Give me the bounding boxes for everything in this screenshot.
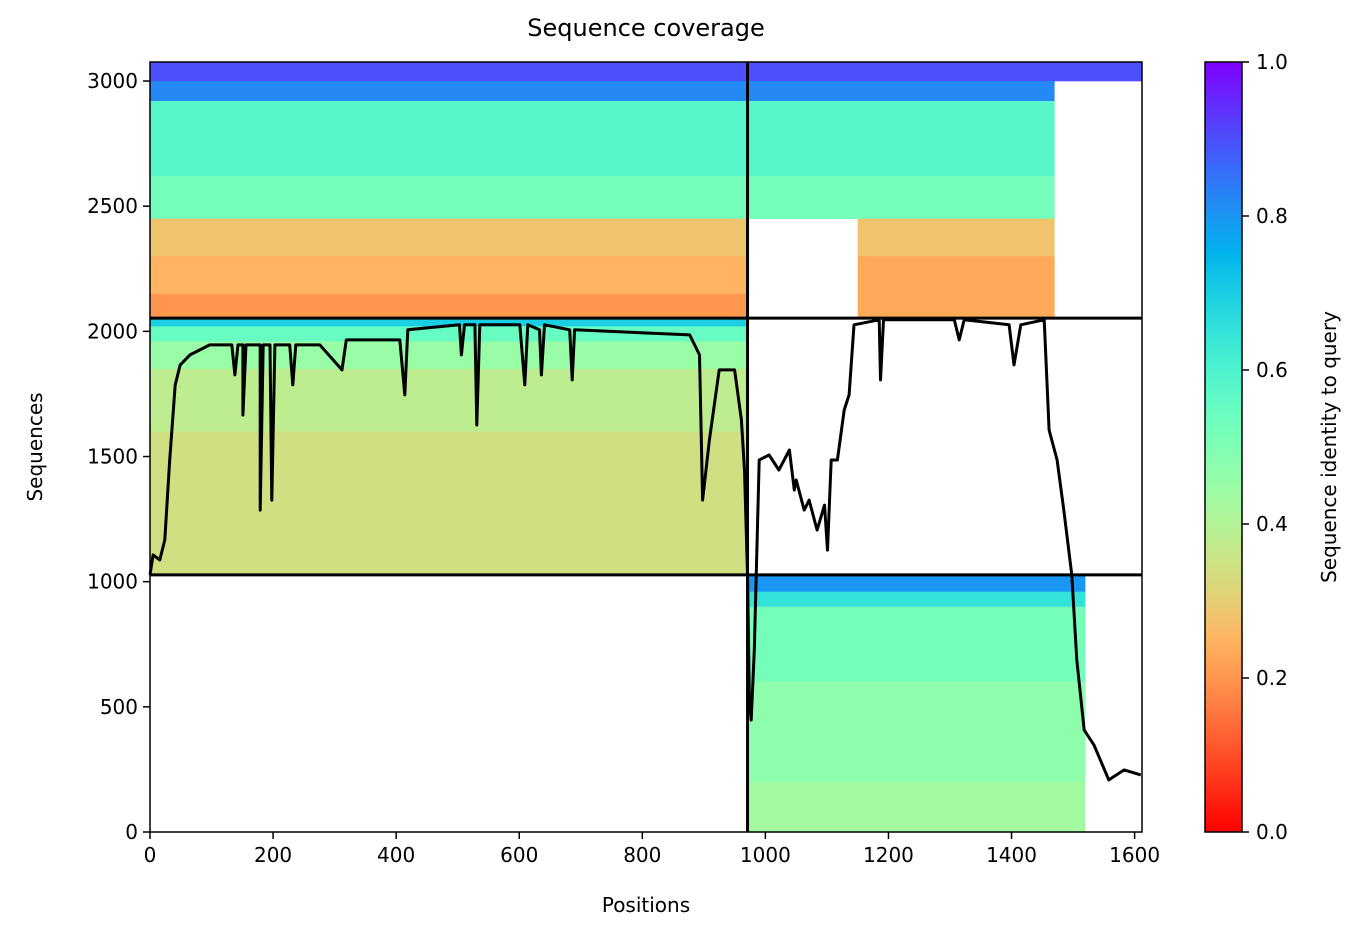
- heatmap-cell: [150, 176, 748, 220]
- colorbar-label: Sequence identity to query: [1317, 311, 1341, 583]
- y-tick-label: 2500: [87, 194, 138, 218]
- y-tick-label: 3000: [87, 69, 138, 93]
- heatmap-cell: [150, 368, 748, 432]
- colorbar-tick-label: 0.8: [1256, 204, 1288, 228]
- x-tick-label: 1200: [863, 843, 914, 867]
- x-tick-label: 800: [623, 843, 661, 867]
- heatmap-cell: [747, 574, 1086, 592]
- colorbar-tick-label: 0.6: [1256, 358, 1288, 382]
- x-tick-label: 1400: [986, 843, 1037, 867]
- heatmap-cell: [747, 176, 1055, 220]
- heatmap-cell: [150, 318, 748, 327]
- plot-area: [148, 62, 1142, 833]
- colorbar-tick-label: 1.0: [1256, 50, 1288, 74]
- x-tick-label: 400: [377, 843, 415, 867]
- heatmap-cell: [747, 101, 1055, 177]
- chart-title: Sequence coverage: [527, 14, 764, 42]
- heatmap-cell: [150, 101, 748, 177]
- x-tick-label: 1600: [1109, 843, 1160, 867]
- heatmap-cell: [747, 81, 1055, 102]
- heatmap-cell: [150, 81, 748, 102]
- coverage-line: [148, 318, 1142, 782]
- heatmap-cell: [150, 431, 748, 576]
- heatmap-cell: [150, 62, 748, 82]
- heatmap-cell: [150, 218, 748, 257]
- y-tick-label: 500: [100, 695, 138, 719]
- colorbar-tick-label: 0.2: [1256, 666, 1288, 690]
- y-tick-label: 1500: [87, 445, 138, 469]
- y-tick-label: 2000: [87, 319, 138, 343]
- y-axis-label: Sequences: [23, 392, 47, 501]
- x-tick-label: 200: [254, 843, 292, 867]
- colorbar-tick-label: 0.0: [1256, 820, 1288, 844]
- heatmap-cell: [747, 62, 1142, 82]
- heatmap-cell: [150, 256, 748, 295]
- plot-frame: [149, 61, 1143, 833]
- colorbar: [1204, 61, 1243, 833]
- heatmap-cell: [857, 256, 1055, 319]
- heatmap-cell: [747, 606, 1086, 683]
- heatmap-cell: [747, 591, 1086, 608]
- x-tick-label: 0: [144, 843, 157, 867]
- heatmap-cell: [857, 218, 1055, 257]
- heatmap-cell: [747, 681, 1086, 783]
- y-tick-label: 0: [125, 820, 138, 844]
- y-tick-label: 1000: [87, 570, 138, 594]
- x-tick-label: 600: [500, 843, 538, 867]
- colorbar-tick-label: 0.4: [1256, 512, 1288, 536]
- heatmap-cell: [747, 781, 1086, 833]
- x-tick-label: 1000: [740, 843, 791, 867]
- x-axis-label: Positions: [602, 893, 690, 917]
- heatmap-cell: [150, 293, 748, 319]
